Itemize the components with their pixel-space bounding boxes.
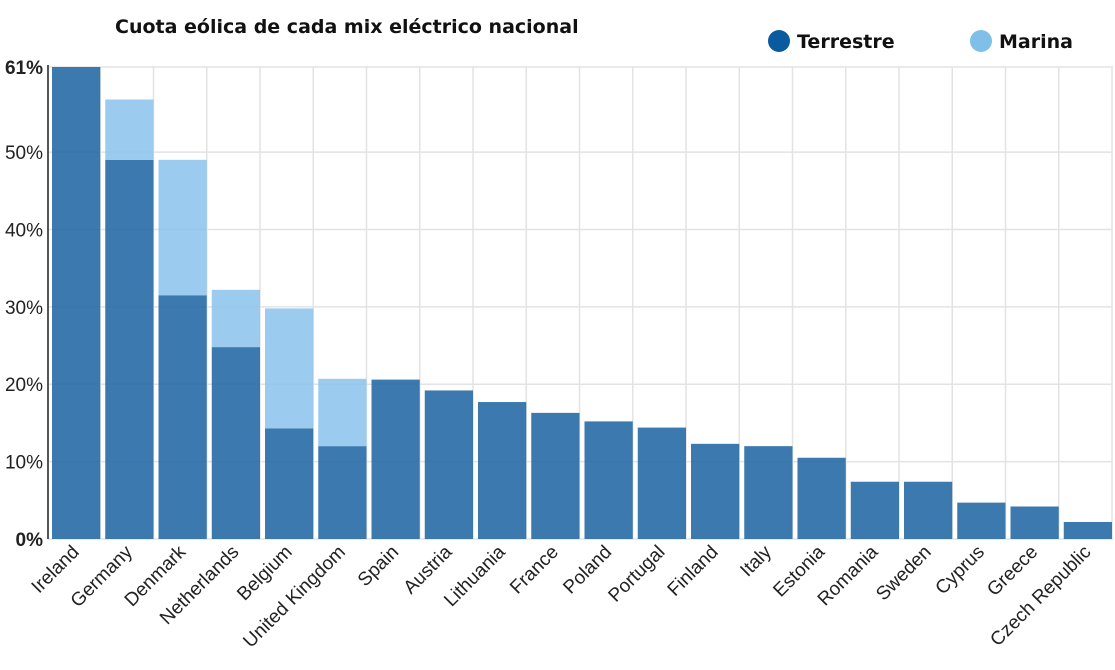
x-tick-label: Sweden xyxy=(872,542,935,605)
y-tick-label: 20% xyxy=(5,375,43,396)
bar-terrestre[interactable] xyxy=(797,457,846,539)
bar-terrestre[interactable] xyxy=(424,390,473,539)
legend-label-marina: Marina xyxy=(999,31,1073,53)
y-tick-labels: 0% 10% 20% 30% 40% 50% 61% xyxy=(5,58,43,551)
bar-terrestre[interactable] xyxy=(691,443,740,539)
bar-terrestre[interactable] xyxy=(850,481,899,539)
bar-terrestre[interactable] xyxy=(1063,521,1112,539)
y-tick-label: 50% xyxy=(5,143,43,164)
bar-marina[interactable] xyxy=(105,99,154,160)
bar-terrestre[interactable] xyxy=(158,295,207,539)
bars xyxy=(52,67,1112,539)
bar-terrestre[interactable] xyxy=(637,427,686,539)
x-tick-label: Czech Republic xyxy=(986,542,1095,651)
y-tick-label: 30% xyxy=(5,298,43,319)
x-tick-label: Italy xyxy=(736,541,776,581)
y-tick-label: 40% xyxy=(5,220,43,241)
legend-swatch-marina xyxy=(970,30,992,52)
legend-swatch-terrestre xyxy=(768,30,790,52)
x-tick-label: Portugal xyxy=(605,542,670,607)
bar-terrestre[interactable] xyxy=(105,159,154,539)
bar-marina[interactable] xyxy=(318,378,367,447)
x-tick-labels: IrelandGermanyDenmarkNetherlandsBelgiumU… xyxy=(28,541,1096,652)
gridlines xyxy=(48,66,1113,540)
bar-terrestre[interactable] xyxy=(52,67,101,539)
legend: Terrestre Marina xyxy=(768,30,1073,53)
bar-terrestre[interactable] xyxy=(211,347,260,539)
bar-terrestre[interactable] xyxy=(957,502,1006,539)
bar-marina[interactable] xyxy=(265,308,314,429)
y-tick-label: 0% xyxy=(16,530,44,551)
bar-terrestre[interactable] xyxy=(584,421,633,539)
bar-terrestre[interactable] xyxy=(478,402,527,539)
x-tick-label: Finland xyxy=(664,542,723,601)
x-tick-label: Spain xyxy=(354,542,403,591)
bar-terrestre[interactable] xyxy=(265,428,314,539)
x-tick-label: Cyprus xyxy=(932,542,989,599)
y-tick-label: 10% xyxy=(5,453,43,474)
legend-item-terrestre[interactable]: Terrestre xyxy=(768,30,895,53)
x-tick-label: France xyxy=(506,542,563,599)
bar-terrestre[interactable] xyxy=(318,446,367,539)
bar-terrestre[interactable] xyxy=(1010,506,1059,539)
bar-terrestre[interactable] xyxy=(531,412,580,539)
y-tick-label: 61% xyxy=(5,58,43,79)
bar-marina[interactable] xyxy=(158,159,207,296)
legend-label-terrestre: Terrestre xyxy=(797,31,895,53)
bar-terrestre[interactable] xyxy=(744,446,793,539)
bar-terrestre[interactable] xyxy=(371,379,420,539)
bar-marina[interactable] xyxy=(211,289,260,348)
bar-terrestre[interactable] xyxy=(904,481,953,539)
chart-title: Cuota eólica de cada mix eléctrico nacio… xyxy=(115,16,579,38)
legend-item-marina[interactable]: Marina xyxy=(970,30,1073,53)
